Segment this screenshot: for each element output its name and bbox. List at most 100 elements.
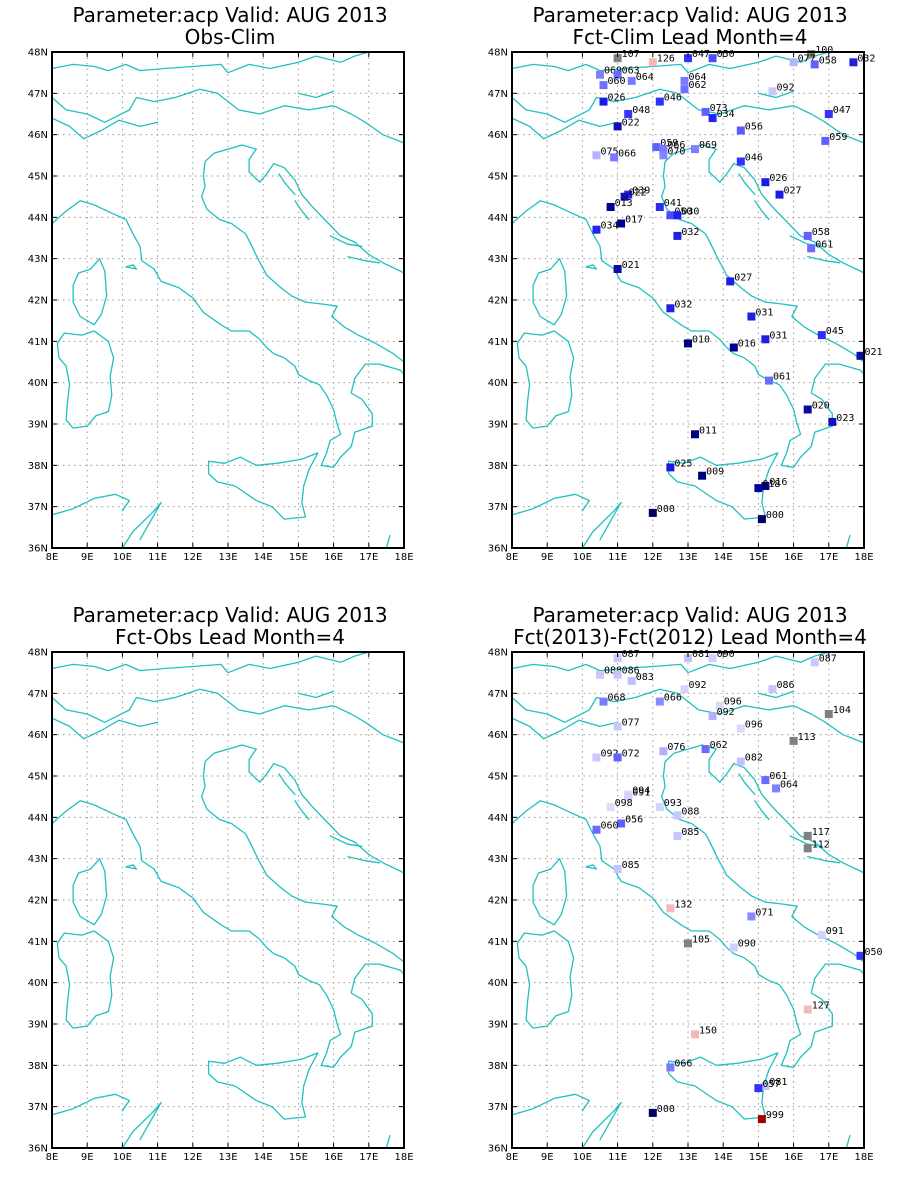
station-marker bbox=[613, 722, 622, 731]
lon-tick-label: 8E bbox=[46, 552, 59, 563]
station-value-label: 086 bbox=[622, 666, 640, 677]
lat-tick-label: 46N bbox=[488, 130, 508, 141]
station-value-label: 092 bbox=[717, 707, 735, 718]
station-value-label: 112 bbox=[812, 839, 830, 850]
station-marker bbox=[803, 1005, 812, 1014]
lon-tick-label: 9E bbox=[541, 1152, 554, 1163]
station-marker bbox=[648, 58, 657, 67]
lon-tick-label: 18E bbox=[854, 552, 873, 563]
lon-tick-label: 14E bbox=[254, 552, 273, 563]
station-value-label: 032 bbox=[857, 53, 875, 64]
station-marker bbox=[691, 1030, 699, 1039]
station-marker bbox=[606, 203, 615, 211]
station-value-label: 061 bbox=[815, 239, 833, 250]
station-marker bbox=[726, 277, 735, 286]
station-marker bbox=[599, 81, 608, 90]
station-marker bbox=[673, 831, 682, 840]
station-value-label: 087 bbox=[622, 649, 640, 660]
station-value-label: 056 bbox=[745, 122, 763, 133]
lon-tick-label: 13E bbox=[678, 1152, 697, 1163]
station-value-label: 031 bbox=[769, 330, 787, 341]
lat-tick-label: 45N bbox=[28, 172, 48, 183]
lat-tick-label: 46N bbox=[28, 730, 48, 741]
lat-tick-label: 47N bbox=[28, 689, 48, 700]
station-marker bbox=[596, 670, 604, 679]
lat-tick-label: 42N bbox=[28, 896, 48, 907]
station-value-label: 062 bbox=[689, 80, 707, 91]
lat-tick-label: 46N bbox=[28, 130, 48, 141]
grid-lines bbox=[52, 52, 404, 548]
lat-tick-label: 36N bbox=[488, 1144, 508, 1155]
lat-tick-label: 39N bbox=[488, 420, 508, 431]
station-marker bbox=[606, 803, 615, 811]
station-value-label: 032 bbox=[674, 299, 692, 310]
station-marker bbox=[655, 203, 664, 211]
station-marker bbox=[666, 304, 675, 313]
lon-tick-label: 10E bbox=[113, 552, 132, 563]
station-value-label: 009 bbox=[706, 467, 724, 478]
station-marker bbox=[652, 143, 661, 152]
station-marker bbox=[849, 58, 858, 67]
station-marker bbox=[599, 697, 608, 706]
station-value-label: 039 bbox=[632, 186, 650, 197]
panel-title: Parameter:acp Valid: AUG 2013 bbox=[532, 3, 847, 27]
station-marker bbox=[761, 1082, 770, 1090]
station-marker bbox=[824, 710, 833, 718]
coastline bbox=[511, 51, 865, 549]
lat-tick-label: 39N bbox=[488, 1020, 508, 1031]
lon-tick-label: 11E bbox=[148, 1152, 167, 1163]
station-marker bbox=[715, 701, 724, 710]
station-marker bbox=[701, 107, 710, 116]
station-marker bbox=[736, 724, 745, 733]
lon-tick-label: 9E bbox=[541, 552, 554, 563]
lon-tick-label: 14E bbox=[254, 1152, 273, 1163]
station-marker bbox=[761, 482, 770, 490]
lat-tick-label: 36N bbox=[28, 1144, 48, 1155]
lon-tick-label: 9E bbox=[81, 1152, 94, 1163]
lon-tick-label: 14E bbox=[714, 552, 733, 563]
station-value-label: 066 bbox=[674, 1058, 692, 1069]
station-marker bbox=[768, 685, 777, 694]
station-marker bbox=[648, 1108, 657, 1117]
station-marker bbox=[754, 1084, 763, 1093]
lon-tick-label: 17E bbox=[359, 552, 378, 563]
station-value-label: 096 bbox=[745, 720, 763, 731]
station-marker bbox=[708, 114, 717, 123]
lon-tick-label: 15E bbox=[289, 552, 308, 563]
lat-tick-label: 42N bbox=[28, 296, 48, 307]
station-value-label: 066 bbox=[618, 148, 636, 159]
station-marker bbox=[821, 136, 830, 145]
station-marker bbox=[761, 178, 770, 187]
lat-tick-label: 48N bbox=[488, 48, 508, 59]
station-marker bbox=[659, 151, 668, 160]
station-marker bbox=[736, 757, 745, 766]
lon-tick-label: 18E bbox=[394, 552, 413, 563]
lat-tick-label: 40N bbox=[488, 378, 508, 389]
station-value-label: 064 bbox=[636, 72, 654, 83]
station-value-label: 105 bbox=[692, 934, 710, 945]
station-value-label: 073 bbox=[710, 103, 728, 114]
station-value-label: 047 bbox=[692, 49, 710, 60]
station-value-label: 059 bbox=[660, 138, 678, 149]
station-marker bbox=[789, 736, 798, 745]
lon-tick-label: 11E bbox=[148, 552, 167, 563]
station-marker bbox=[729, 343, 738, 352]
station-value-label: 000 bbox=[657, 504, 675, 515]
lat-tick-label: 43N bbox=[488, 854, 508, 865]
station-value-label: 057 bbox=[762, 1079, 780, 1090]
station-marker bbox=[620, 192, 629, 201]
coastline bbox=[51, 651, 405, 1149]
station-value-label: 050 bbox=[865, 947, 883, 958]
station-value-label: 058 bbox=[812, 227, 830, 238]
station-value-label: 068 bbox=[608, 693, 626, 704]
lat-tick-label: 45N bbox=[488, 772, 508, 783]
station-value-label: 061 bbox=[773, 372, 791, 383]
lon-tick-label: 15E bbox=[749, 1152, 768, 1163]
station-value-label: 059 bbox=[829, 132, 847, 143]
lon-tick-label: 12E bbox=[643, 552, 662, 563]
station-marker bbox=[613, 54, 622, 63]
lat-tick-label: 37N bbox=[488, 502, 508, 513]
lat-tick-label: 48N bbox=[488, 648, 508, 659]
station-value-label: 069 bbox=[604, 66, 622, 77]
station-marker bbox=[613, 70, 622, 79]
